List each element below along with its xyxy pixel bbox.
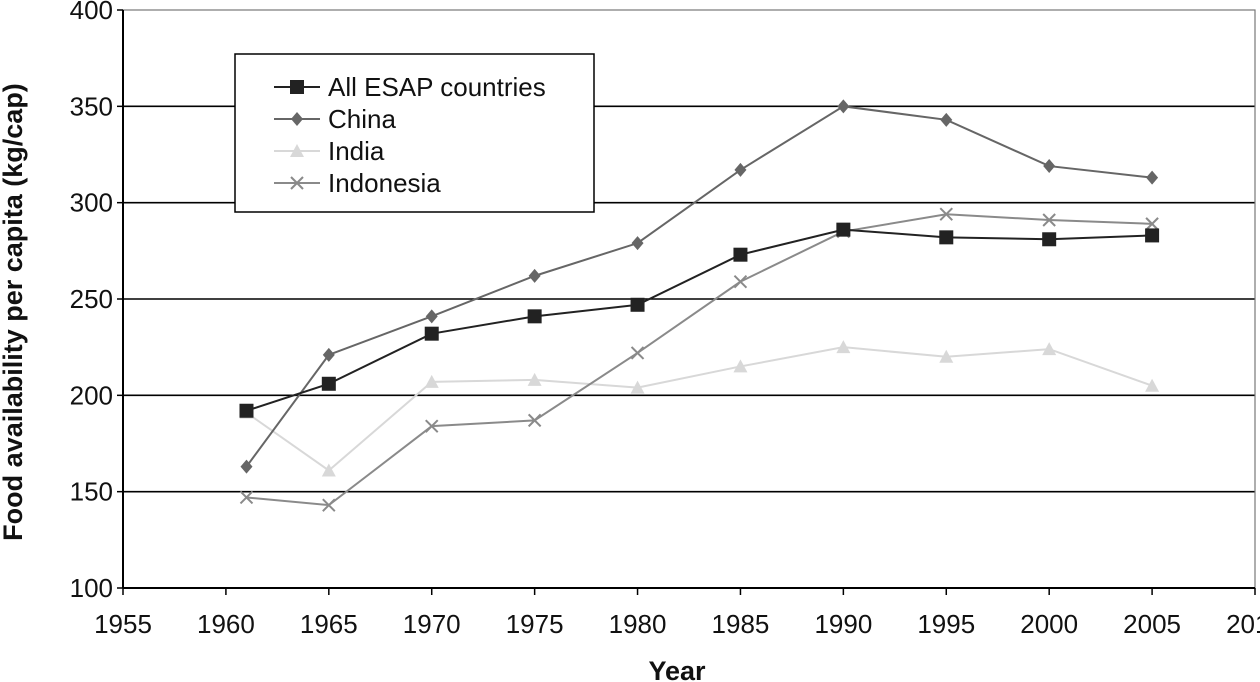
x-marker-stroke [1042,213,1056,227]
x-tick-label: 1995 [917,609,975,639]
y-axis-title: Food availability per capita (kg/cap) [0,83,28,541]
data-point-all-esap-countries [527,309,542,324]
x-tick-label: 1975 [506,609,564,639]
x-tick-label: 1965 [300,609,358,639]
legend-label-all-esap-countries: All ESAP countries [328,72,546,102]
data-point-india [1042,342,1057,356]
y-tick-label: 300 [70,188,113,218]
series-all-esap-countries [239,222,1160,418]
x-marker-stroke [527,413,542,428]
series-line-all-esap-countries [246,228,1153,412]
series-line-china [245,105,1153,468]
x-marker-stroke [939,207,953,221]
legend-marker-china [291,112,303,126]
series-china [240,99,1159,474]
data-point-indonesia [1042,213,1056,227]
x-marker-stroke [322,498,336,512]
data-point-indonesia [733,274,748,289]
data-point-indonesia [939,207,953,221]
data-point-india [836,340,851,354]
data-point-all-esap-countries [321,376,336,391]
legend-item-china: China [274,104,396,134]
data-point-china [1146,170,1159,185]
legend-item-india: India [274,136,385,166]
data-point-indonesia [239,490,254,505]
x-tick-label: 1970 [403,609,461,639]
data-point-indonesia [630,346,645,360]
y-tick-label: 400 [70,0,113,25]
x-tick-label: 2010 [1226,609,1260,639]
legend-label-china: China [328,104,396,134]
data-point-all-esap-countries [424,326,439,341]
series-line-indonesia [246,213,1153,507]
legend-item-indonesia: Indonesia [274,168,441,198]
x-axis-title: Year [648,656,706,682]
x-marker-stroke [733,274,748,289]
data-point-india [424,374,439,388]
x-marker-stroke [239,490,254,505]
data-point-all-esap-countries [939,230,954,245]
x-tick-label: 1980 [609,609,667,639]
y-tick-label: 150 [70,477,113,507]
data-point-indonesia [322,498,336,512]
data-point-indonesia [425,419,439,433]
legend-label-indonesia: Indonesia [328,168,441,198]
data-point-china [240,459,253,474]
data-point-indonesia [527,413,542,428]
x-tick-label: 1985 [712,609,770,639]
data-point-china [940,112,953,127]
data-point-all-esap-countries [836,222,851,237]
series-indonesia [239,207,1159,512]
data-point-china [734,162,747,177]
data-point-india [527,372,542,386]
data-point-all-esap-countries [1042,232,1057,247]
data-point-china [837,99,850,114]
x-tick-label: 2000 [1020,609,1078,639]
y-tick-label: 200 [70,380,113,410]
data-point-all-esap-countries [630,297,645,312]
series-group [239,99,1160,512]
tick-labels: 100 150 200 250 300 350 400 1955 1960 1965 1970 197… [70,0,1260,639]
data-point-china [425,309,438,324]
legend-item-all-esap-countries: All ESAP countries [274,72,546,102]
data-point-china [631,236,644,251]
x-marker-stroke [290,176,304,190]
data-point-china [1043,159,1056,174]
series-line-india [245,346,1153,472]
data-point-china [322,347,335,362]
legend-label-india: India [328,136,385,166]
x-marker-stroke [1145,217,1159,231]
x-tick-label: 1960 [197,609,255,639]
data-point-india [630,380,645,394]
data-point-india [939,349,954,363]
x-tick-label: 1990 [814,609,872,639]
legend-marker-indonesia [290,176,304,190]
data-point-indonesia [1145,217,1159,231]
data-point-all-esap-countries [733,247,748,262]
data-point-all-esap-countries [239,403,254,418]
data-point-india [321,463,336,477]
y-tick-label: 350 [70,91,113,121]
x-marker-stroke [425,419,439,433]
legend-marker-india [290,144,304,157]
data-point-china [528,268,541,283]
y-tick-label: 100 [70,573,113,603]
legend-marker-all-esap-countries [290,80,304,94]
y-tick-label: 250 [70,284,113,314]
data-point-india [1145,378,1160,392]
x-marker-stroke [630,346,645,360]
data-point-all-esap-countries [1145,228,1160,243]
axes [117,9,1256,595]
x-tick-label: 1955 [94,609,152,639]
x-tick-label: 2005 [1123,609,1181,639]
data-point-india [733,359,748,373]
